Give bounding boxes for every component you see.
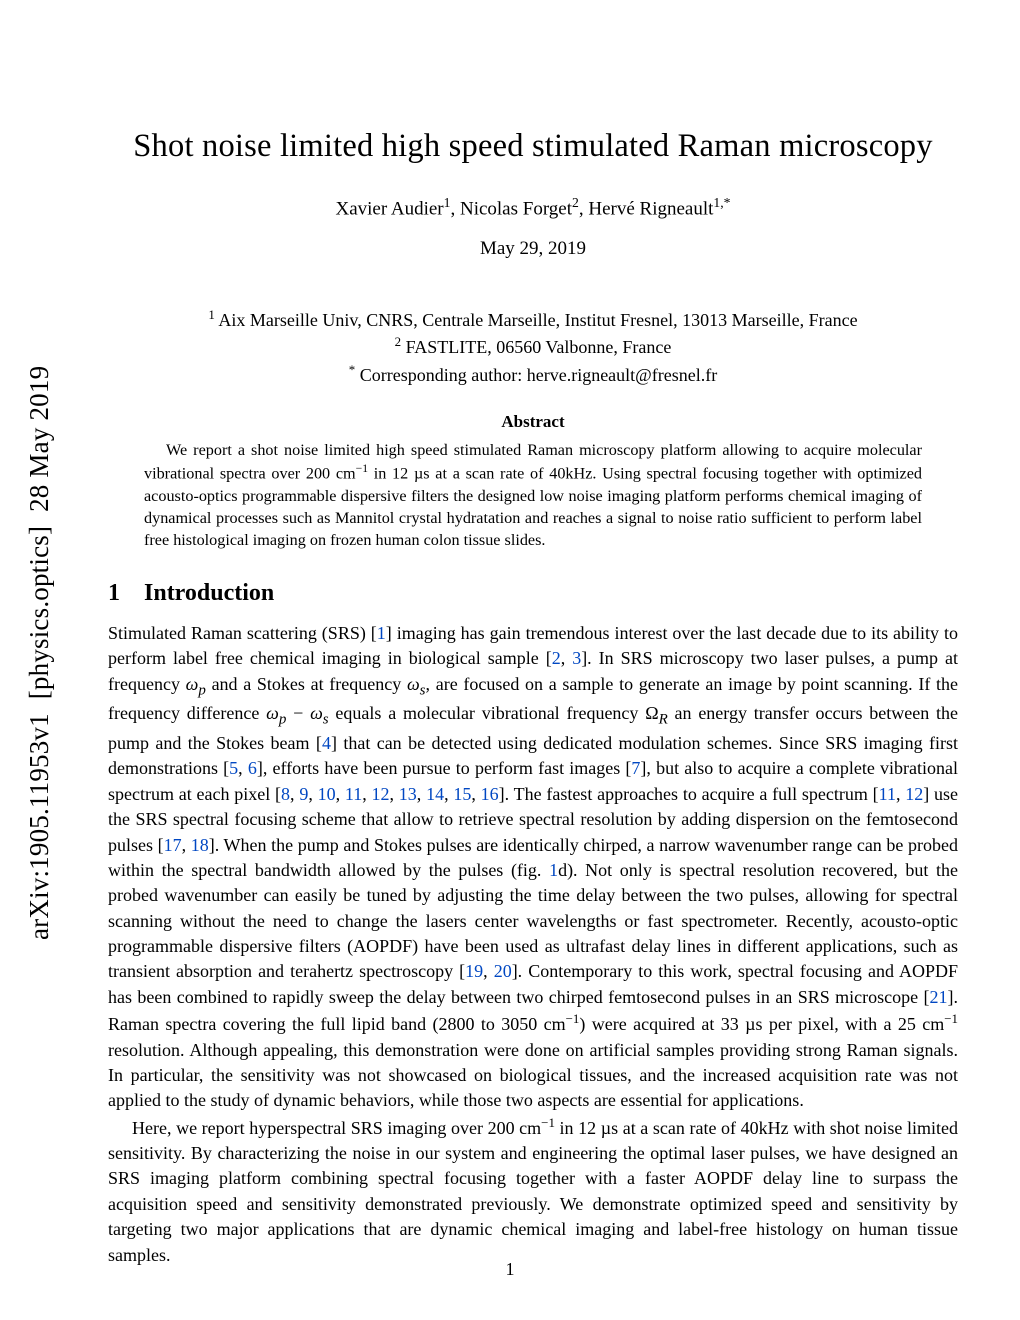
affiliation-corresponding: * Corresponding author: herve.rigneault@… bbox=[108, 361, 958, 388]
arxiv-id-text: arXiv:1905.11953v1 [physics.optics] 28 M… bbox=[24, 366, 55, 940]
arxiv-sidebar: arXiv:1905.11953v1 [physics.optics] 28 M… bbox=[24, 230, 724, 260]
abstract-heading: Abstract bbox=[108, 412, 958, 432]
affiliation-2: 2 FASTLITE, 06560 Valbonne, France bbox=[108, 333, 958, 360]
affiliations-block: 1 Aix Marseille Univ, CNRS, Centrale Mar… bbox=[108, 306, 958, 387]
section-title: Introduction bbox=[144, 580, 274, 606]
page-content: Shot noise limited high speed stimulated… bbox=[108, 0, 958, 1268]
body-text: Stimulated Raman scattering (SRS) [1] im… bbox=[108, 621, 958, 1268]
section-number: 1 bbox=[108, 580, 144, 607]
author-line: Xavier Audier1, Nicolas Forget2, Hervé R… bbox=[108, 195, 958, 220]
body-paragraph-1: Stimulated Raman scattering (SRS) [1] im… bbox=[108, 621, 958, 1114]
section-heading: 1Introduction bbox=[108, 580, 958, 607]
body-paragraph-2: Here, we report hyperspectral SRS imagin… bbox=[108, 1114, 958, 1268]
page-number: 1 bbox=[0, 1259, 1020, 1280]
paper-title: Shot noise limited high speed stimulated… bbox=[108, 128, 958, 165]
abstract-body: We report a shot noise limited high spee… bbox=[144, 439, 922, 552]
affiliation-1: 1 Aix Marseille Univ, CNRS, Centrale Mar… bbox=[108, 306, 958, 333]
